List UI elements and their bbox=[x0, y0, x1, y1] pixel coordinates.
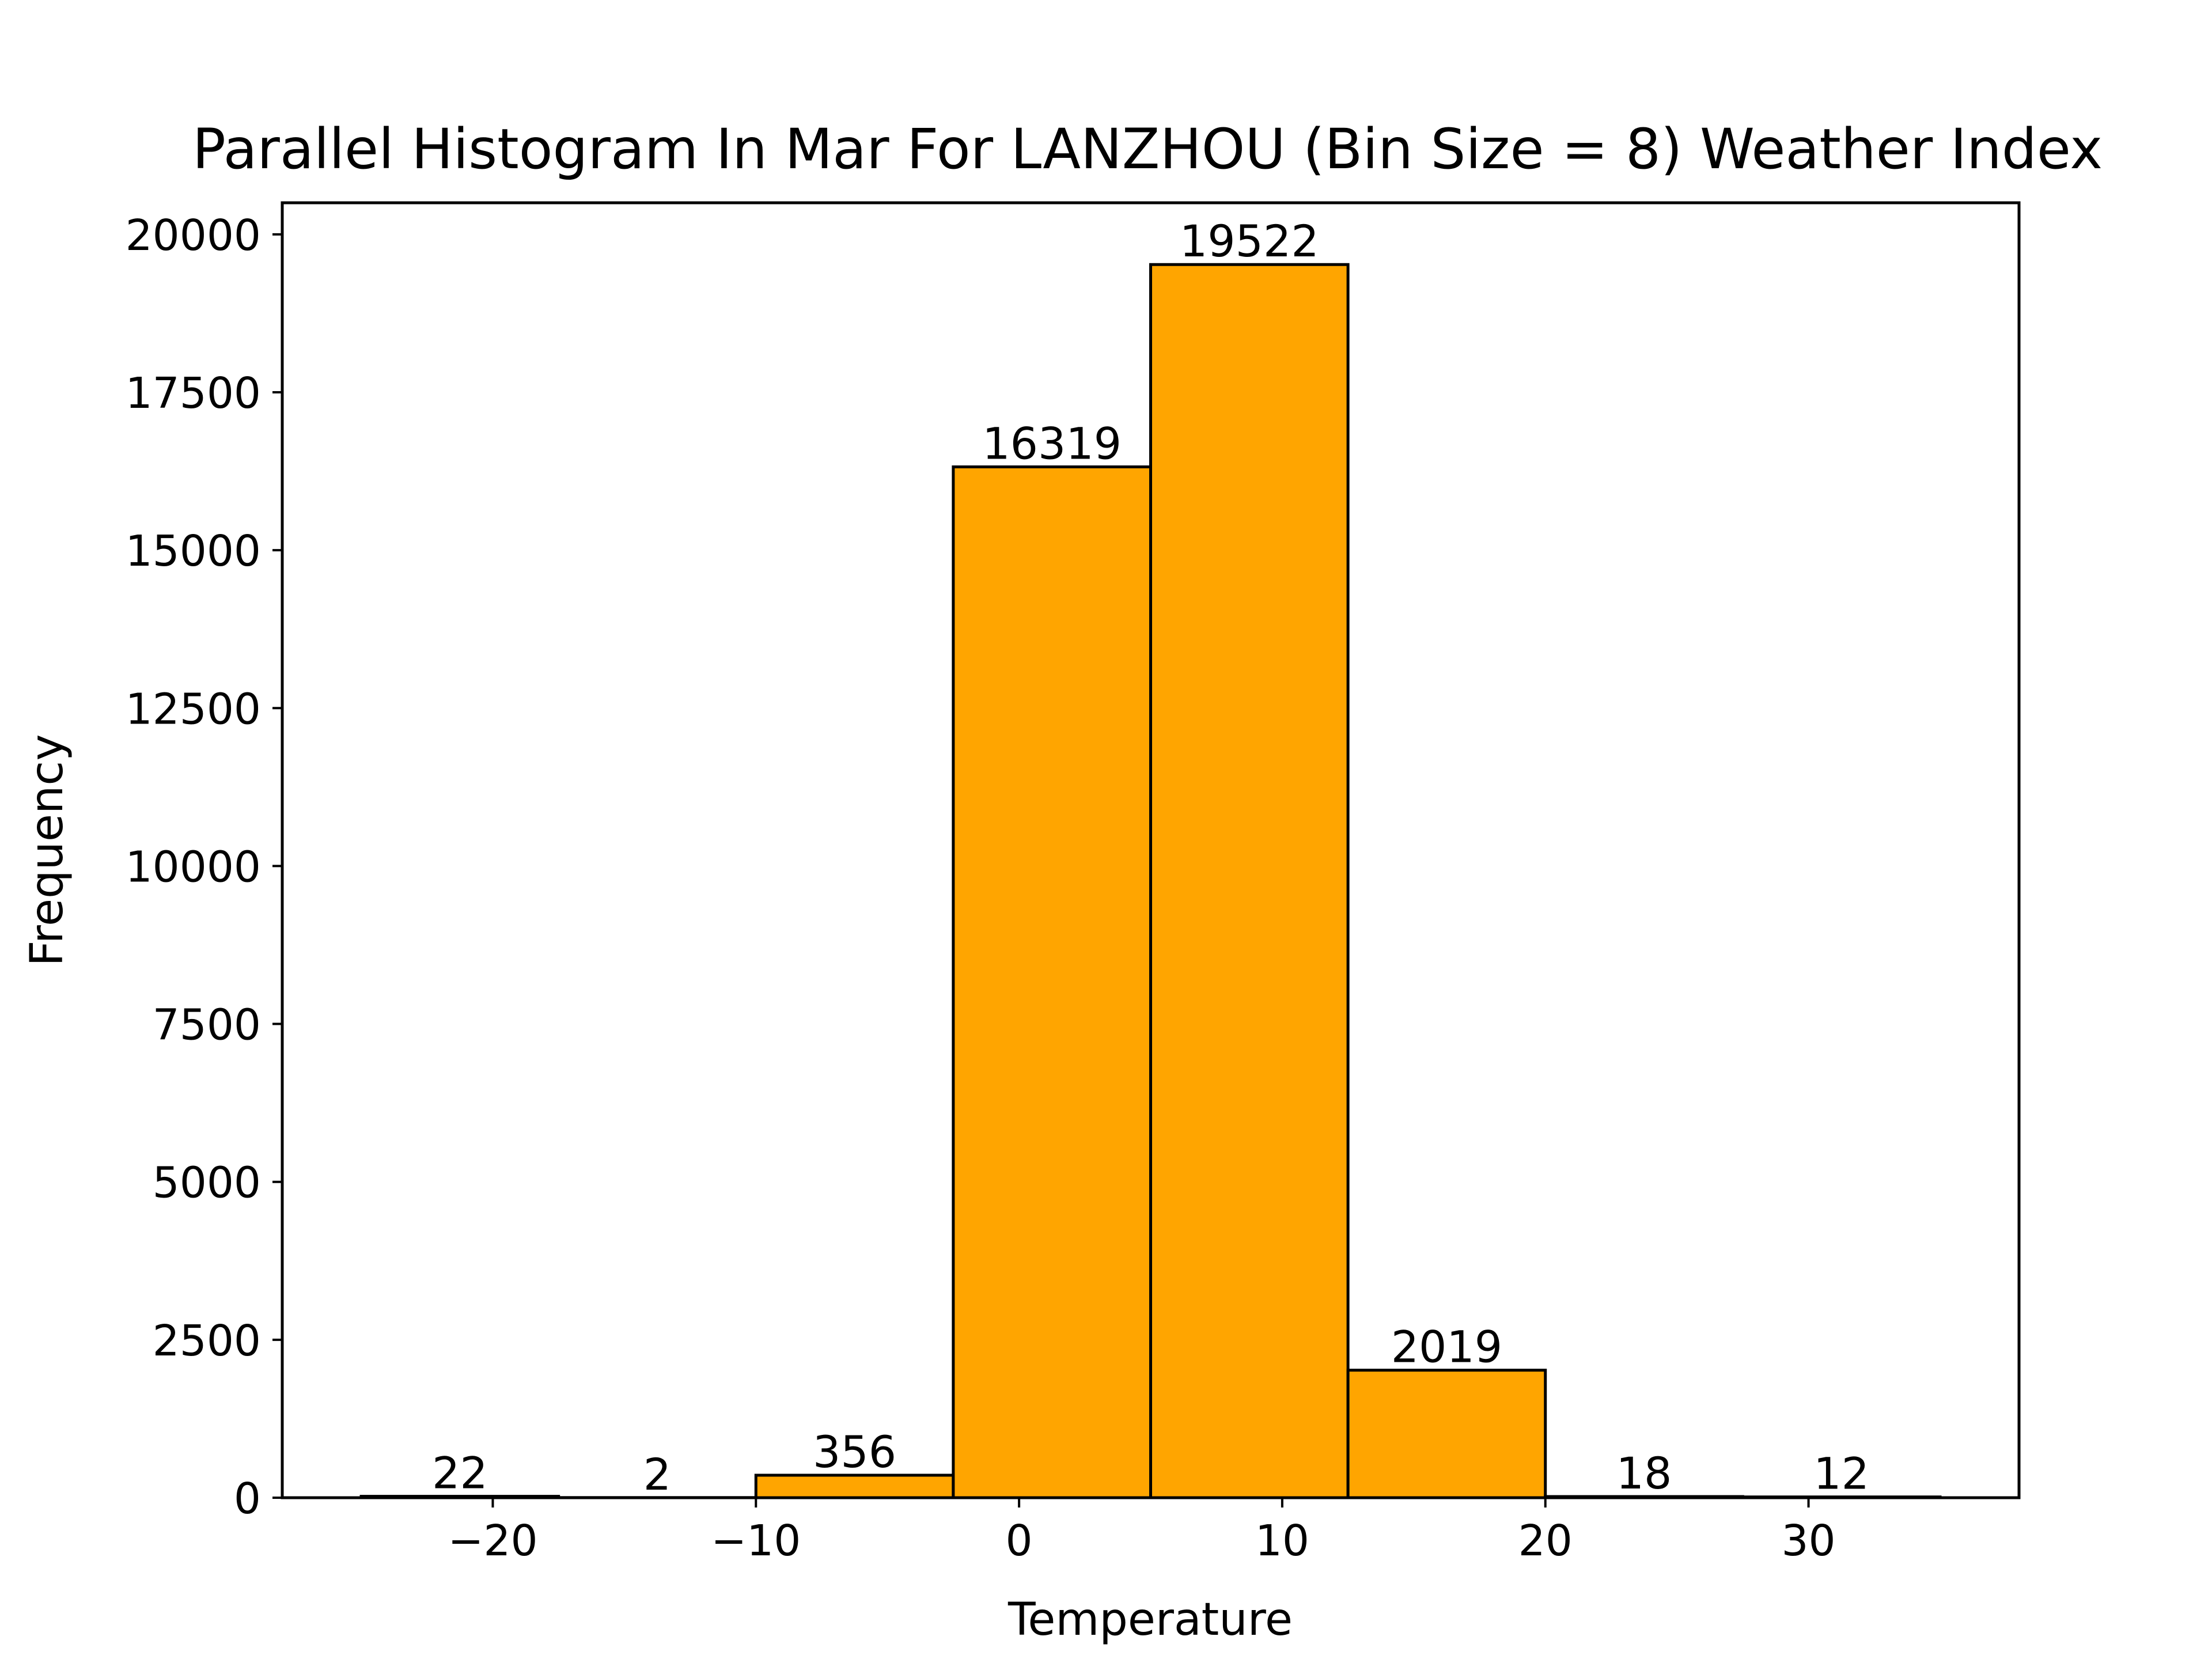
bar-value-label: 22 bbox=[432, 1448, 488, 1499]
histogram-bar bbox=[1346, 1369, 1547, 1499]
y-tick-label: 17500 bbox=[126, 369, 261, 418]
y-tick-label: 20000 bbox=[126, 211, 261, 260]
bar-value-label: 356 bbox=[813, 1426, 896, 1478]
y-tick-label: 12500 bbox=[126, 684, 261, 734]
bar-value-label: 18 bbox=[1616, 1448, 1672, 1499]
x-tick-label: 20 bbox=[1518, 1516, 1573, 1566]
y-tick-label: 10000 bbox=[126, 842, 261, 892]
y-axis: 0 2500 5000 7500 10000 12500 15000 17500 20000 bbox=[126, 211, 282, 1524]
x-tick-label: 10 bbox=[1255, 1516, 1309, 1566]
bar-value-label: 19522 bbox=[1180, 215, 1319, 267]
x-axis: −20 −10 0 10 20 30 bbox=[448, 1498, 1836, 1566]
plot-frame bbox=[281, 201, 2021, 1499]
histogram-bar bbox=[754, 1474, 955, 1499]
chart-title: Parallel Histogram In Mar For LANZHOU (B… bbox=[192, 117, 2103, 181]
histogram-bar bbox=[1149, 263, 1350, 1499]
y-tick-label: 2500 bbox=[153, 1316, 261, 1366]
bar-value-label: 2019 bbox=[1391, 1321, 1502, 1373]
bars-layer bbox=[359, 263, 1942, 1499]
bar-value-label: 2 bbox=[643, 1449, 671, 1500]
y-tick-label: 15000 bbox=[126, 527, 261, 576]
y-tick-label: 0 bbox=[234, 1474, 261, 1524]
y-axis-label: Frequency bbox=[21, 734, 73, 967]
y-tick-label: 5000 bbox=[153, 1158, 261, 1208]
bar-value-label: 12 bbox=[1813, 1448, 1869, 1499]
histogram-bar bbox=[952, 465, 1152, 1499]
x-tick-label: −10 bbox=[711, 1516, 801, 1566]
y-tick-label: 7500 bbox=[153, 1001, 261, 1050]
bar-value-label: 16319 bbox=[982, 418, 1122, 469]
x-tick-label: 30 bbox=[1781, 1516, 1835, 1566]
x-tick-label: 0 bbox=[1006, 1516, 1033, 1566]
x-axis-label: Temperature bbox=[1007, 1594, 1293, 1646]
x-tick-label: −20 bbox=[448, 1516, 537, 1566]
